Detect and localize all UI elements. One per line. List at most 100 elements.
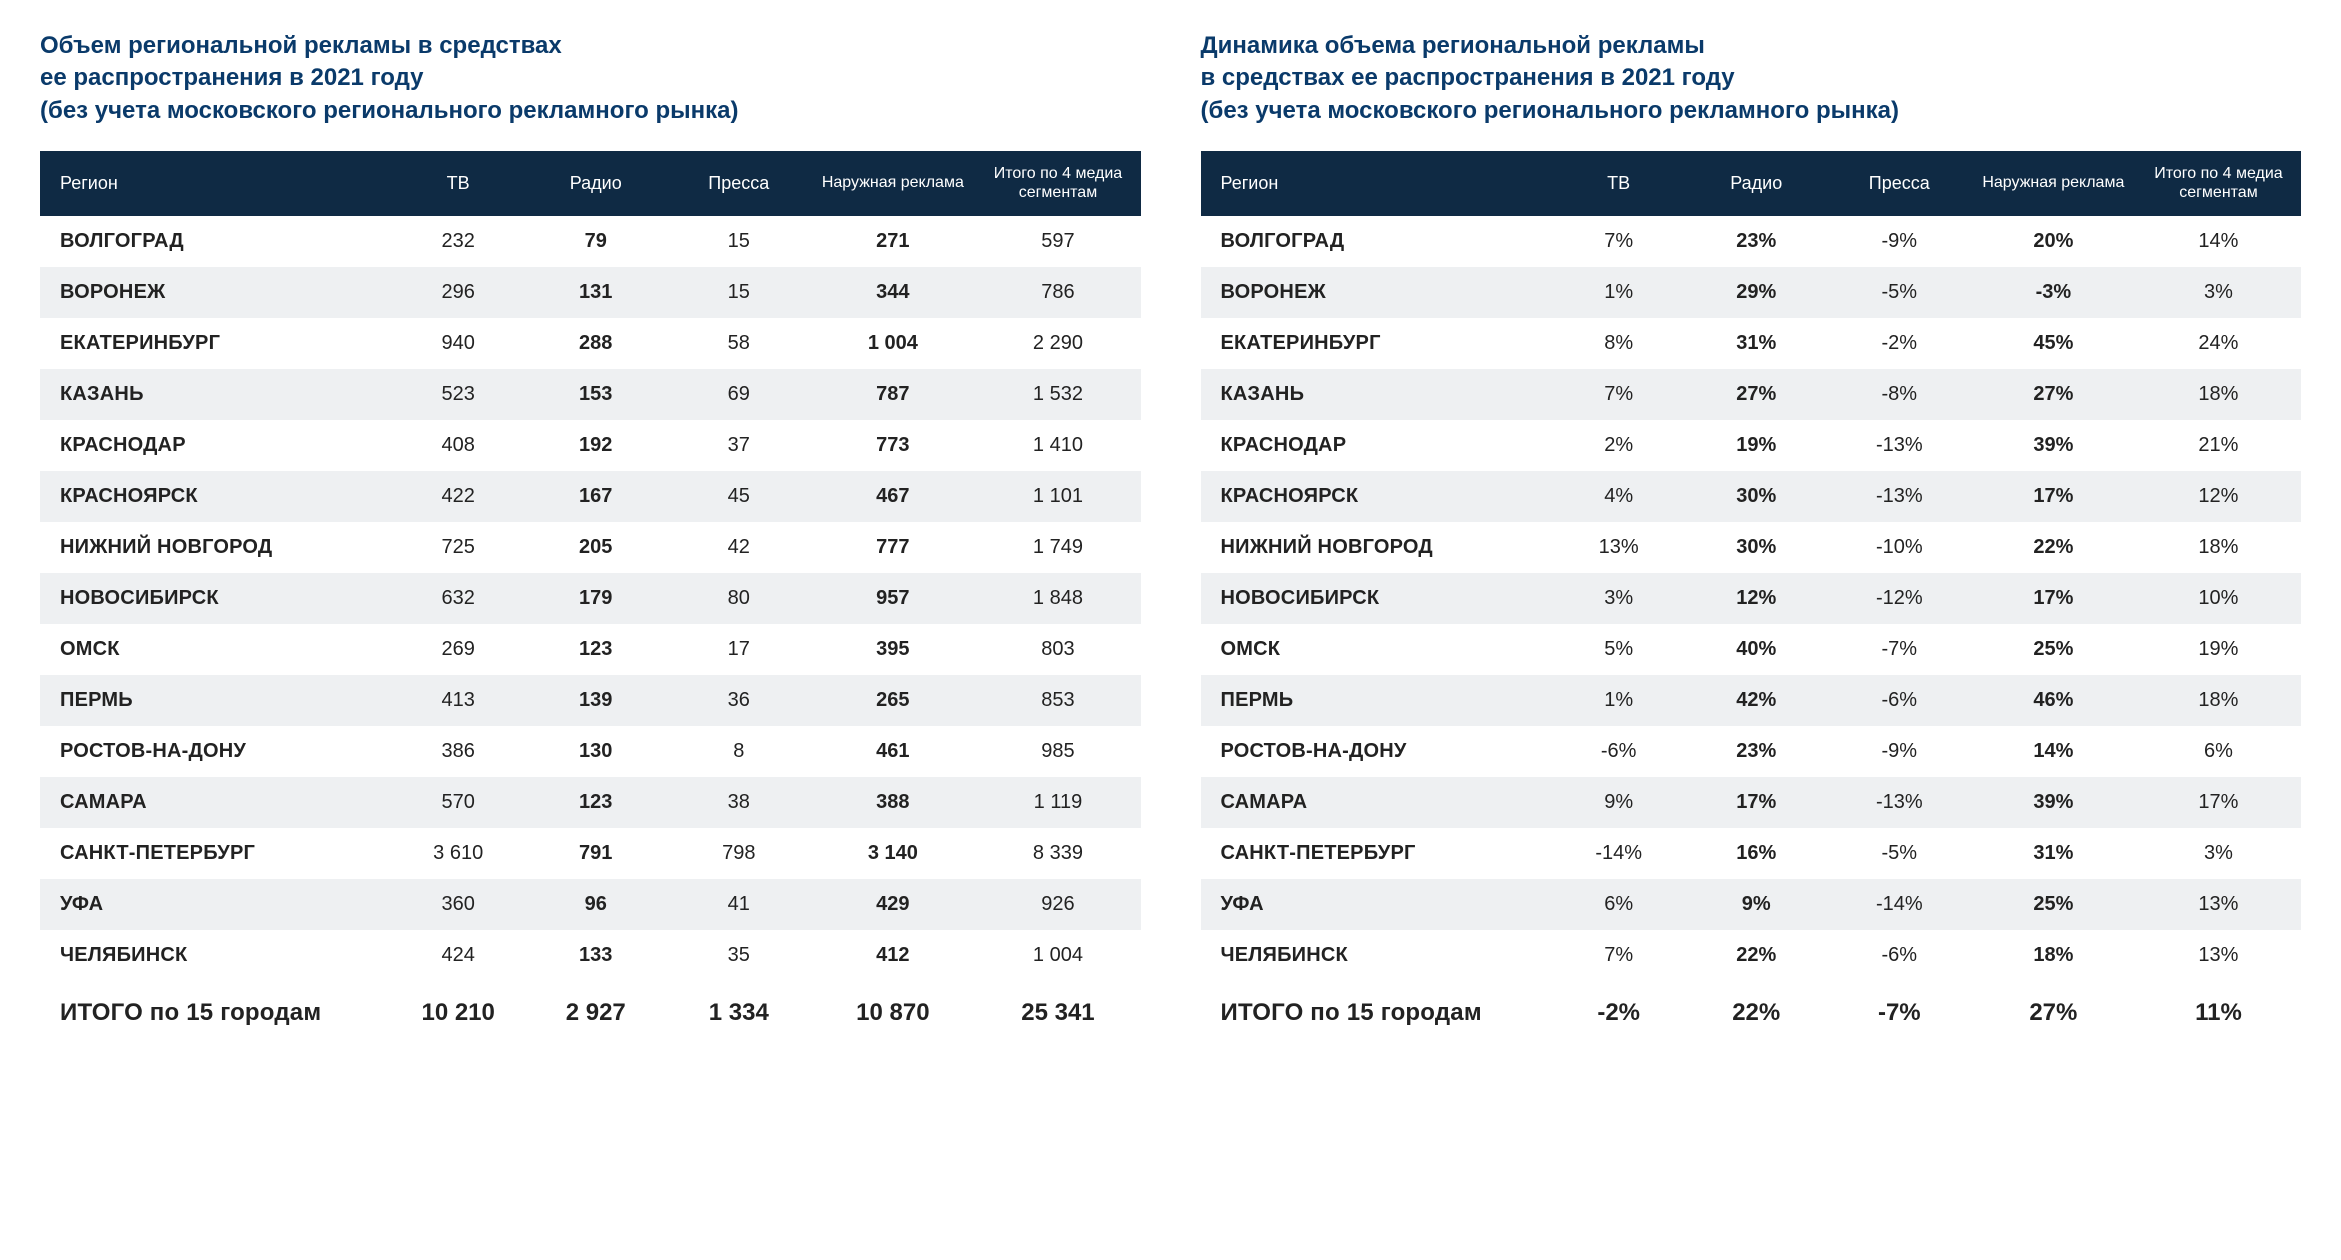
cell-radio: 153 bbox=[524, 369, 667, 420]
cell-total: 2 290 bbox=[975, 318, 1140, 369]
cell-radio: 79 bbox=[524, 216, 667, 267]
cell-outdoor: 31% bbox=[1971, 828, 2136, 879]
cell-region: НОВОСИБИРСК bbox=[40, 573, 392, 624]
col-outdoor: Наружная реклама bbox=[810, 151, 975, 216]
cell-region: КРАСНОЯРСК bbox=[40, 471, 392, 522]
cell-region: КРАСНОДАР bbox=[40, 420, 392, 471]
table-row: НИЖНИЙ НОВГОРОД13%30%-10%22%18% bbox=[1201, 522, 2302, 573]
cell-radio: 123 bbox=[524, 624, 667, 675]
table-row: ОМСК5%40%-7%25%19% bbox=[1201, 624, 2302, 675]
cell-outdoor: 271 bbox=[810, 216, 975, 267]
cell-total: 11% bbox=[2136, 981, 2301, 1037]
table-total-row: ИТОГО по 15 городам10 2102 9271 33410 87… bbox=[40, 981, 1141, 1037]
cell-total: 1 749 bbox=[975, 522, 1140, 573]
cell-tv: 7% bbox=[1553, 216, 1685, 267]
left-panel: Объем региональной рекламы в средствах е… bbox=[40, 30, 1141, 1037]
table-row: КРАСНОДАР408192377731 410 bbox=[40, 420, 1141, 471]
cell-radio: 30% bbox=[1685, 471, 1828, 522]
cell-radio: 23% bbox=[1685, 216, 1828, 267]
cell-press: -8% bbox=[1828, 369, 1971, 420]
cell-press: -2% bbox=[1828, 318, 1971, 369]
table-row: ПЕРМЬ41313936265853 bbox=[40, 675, 1141, 726]
col-radio: Радио bbox=[524, 151, 667, 216]
col-total: Итого по 4 медиа сегментам bbox=[2136, 151, 2301, 216]
cell-total: 17% bbox=[2136, 777, 2301, 828]
cell-outdoor: 412 bbox=[810, 930, 975, 981]
cell-outdoor: 22% bbox=[1971, 522, 2136, 573]
cell-region: КАЗАНЬ bbox=[1201, 369, 1553, 420]
cell-region: ВОРОНЕЖ bbox=[40, 267, 392, 318]
cell-total: 12% bbox=[2136, 471, 2301, 522]
cell-press: 15 bbox=[667, 216, 810, 267]
cell-radio: 19% bbox=[1685, 420, 1828, 471]
cell-tv: 13% bbox=[1553, 522, 1685, 573]
table-row: КРАСНОЯРСК422167454671 101 bbox=[40, 471, 1141, 522]
cell-press: 69 bbox=[667, 369, 810, 420]
cell-tv: 360 bbox=[392, 879, 524, 930]
cell-radio: 96 bbox=[524, 879, 667, 930]
col-press: Пресса bbox=[1828, 151, 1971, 216]
cell-radio: 22% bbox=[1685, 930, 1828, 981]
cell-tv: 1% bbox=[1553, 675, 1685, 726]
right-title: Динамика объема региональной рекламы в с… bbox=[1201, 30, 2302, 127]
cell-region: САМАРА bbox=[1201, 777, 1553, 828]
cell-region: ЕКАТЕРИНБУРГ bbox=[1201, 318, 1553, 369]
cell-tv: 725 bbox=[392, 522, 524, 573]
cell-total: 18% bbox=[2136, 522, 2301, 573]
cell-press: -6% bbox=[1828, 930, 1971, 981]
cell-radio: 29% bbox=[1685, 267, 1828, 318]
cell-radio: 2 927 bbox=[524, 981, 667, 1037]
cell-tv: 6% bbox=[1553, 879, 1685, 930]
cell-region: УФА bbox=[40, 879, 392, 930]
table-total-row: ИТОГО по 15 городам-2%22%-7%27%11% bbox=[1201, 981, 2302, 1037]
cell-tv: 386 bbox=[392, 726, 524, 777]
cell-radio: 179 bbox=[524, 573, 667, 624]
cell-press: 58 bbox=[667, 318, 810, 369]
right-table: Регион ТВ Радио Пресса Наружная реклама … bbox=[1201, 151, 2302, 1037]
cell-total: 3% bbox=[2136, 267, 2301, 318]
cell-tv: 8% bbox=[1553, 318, 1685, 369]
table-row: ВОРОНЕЖ1%29%-5%-3%3% bbox=[1201, 267, 2302, 318]
cell-total: 926 bbox=[975, 879, 1140, 930]
cell-radio: 123 bbox=[524, 777, 667, 828]
table-row: ЕКАТЕРИНБУРГ8%31%-2%45%24% bbox=[1201, 318, 2302, 369]
col-tv: ТВ bbox=[392, 151, 524, 216]
col-region: Регион bbox=[40, 151, 392, 216]
cell-press: -7% bbox=[1828, 624, 1971, 675]
cell-tv: 940 bbox=[392, 318, 524, 369]
cell-total: 1 119 bbox=[975, 777, 1140, 828]
cell-press: -5% bbox=[1828, 828, 1971, 879]
cell-outdoor: 395 bbox=[810, 624, 975, 675]
cell-outdoor: 3 140 bbox=[810, 828, 975, 879]
cell-radio: 791 bbox=[524, 828, 667, 879]
table-row: САМАРА570123383881 119 bbox=[40, 777, 1141, 828]
cell-press: -12% bbox=[1828, 573, 1971, 624]
table-row: НИЖНИЙ НОВГОРОД725205427771 749 bbox=[40, 522, 1141, 573]
table-row: ВОРОНЕЖ29613115344786 bbox=[40, 267, 1141, 318]
cell-tv: 424 bbox=[392, 930, 524, 981]
table-row: ОМСК26912317395803 bbox=[40, 624, 1141, 675]
table-row: КРАСНОДАР2%19%-13%39%21% bbox=[1201, 420, 2302, 471]
cell-radio: 131 bbox=[524, 267, 667, 318]
cell-outdoor: 265 bbox=[810, 675, 975, 726]
cell-outdoor: 17% bbox=[1971, 573, 2136, 624]
cell-tv: 413 bbox=[392, 675, 524, 726]
table-row: ПЕРМЬ1%42%-6%46%18% bbox=[1201, 675, 2302, 726]
cell-tv: 408 bbox=[392, 420, 524, 471]
cell-total: 597 bbox=[975, 216, 1140, 267]
cell-tv: 570 bbox=[392, 777, 524, 828]
cell-outdoor: 39% bbox=[1971, 420, 2136, 471]
cell-press: 80 bbox=[667, 573, 810, 624]
cell-outdoor: 429 bbox=[810, 879, 975, 930]
cell-radio: 40% bbox=[1685, 624, 1828, 675]
cell-radio: 9% bbox=[1685, 879, 1828, 930]
cell-outdoor: 787 bbox=[810, 369, 975, 420]
cell-total: 786 bbox=[975, 267, 1140, 318]
cell-outdoor: 388 bbox=[810, 777, 975, 828]
cell-tv: 5% bbox=[1553, 624, 1685, 675]
cell-press: 1 334 bbox=[667, 981, 810, 1037]
cell-region: ЕКАТЕРИНБУРГ bbox=[40, 318, 392, 369]
cell-radio: 130 bbox=[524, 726, 667, 777]
cell-tv: 4% bbox=[1553, 471, 1685, 522]
cell-region: ЧЕЛЯБИНСК bbox=[40, 930, 392, 981]
